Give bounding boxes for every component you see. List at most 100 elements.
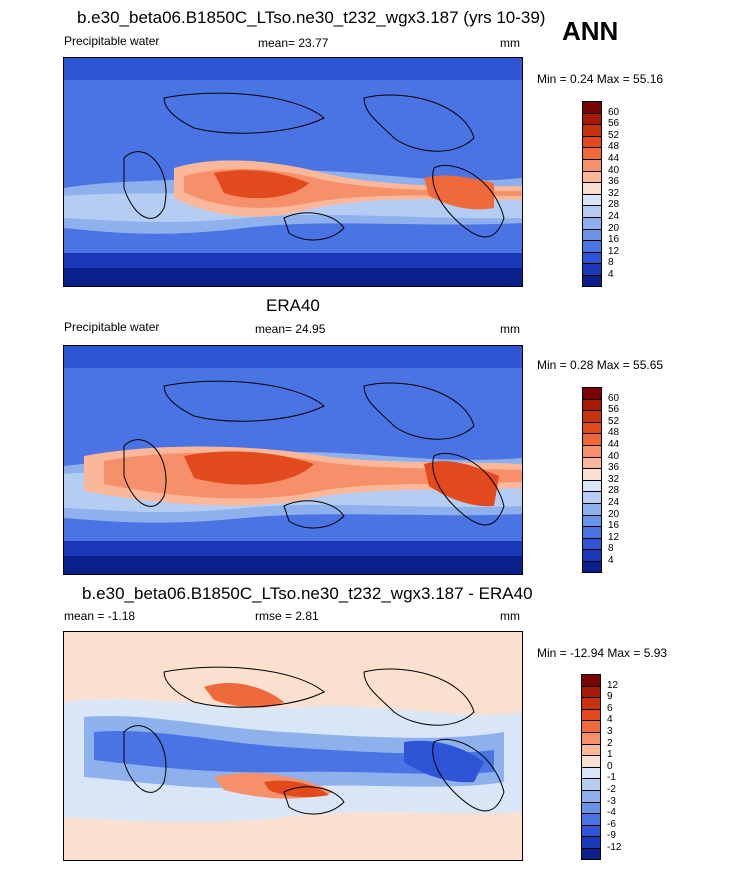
panel-2-units: mm [500, 322, 520, 336]
colorbar-tick-label: 4 [608, 555, 614, 566]
panel-1-title: b.e30_beta06.B1850C_LTso.ne30_t232_wgx3.… [77, 8, 546, 27]
colorbar-tick-label: 2 [607, 737, 613, 749]
colorbar-swatch [582, 433, 602, 445]
colorbar-tick-label: 8 [608, 257, 614, 269]
colorbar-tick-label: 12 [608, 531, 620, 543]
colorbar-swatch [582, 410, 602, 422]
colorbar-tick-label: 56 [608, 118, 620, 130]
colorbar-swatch [581, 813, 601, 825]
colorbar-tick-label: -6 [607, 818, 616, 830]
colorbar-tick-label: 44 [608, 439, 620, 450]
colorbar-swatch [582, 479, 602, 492]
panel-1-variable-label: Precipitable water [64, 34, 160, 48]
colorbar-tick-label: 52 [608, 129, 620, 141]
colorbar-swatch [581, 708, 601, 721]
panel-2-field [64, 346, 522, 574]
colorbar-swatch [582, 263, 602, 275]
colorbar-tick-label: -4 [607, 807, 616, 819]
colorbar-tick-label: 32 [608, 473, 620, 485]
colorbar-tick-label: 3 [607, 726, 613, 737]
colorbar-tick-label: 4 [608, 269, 614, 280]
colorbar-swatch [582, 182, 602, 194]
colorbar-swatch [582, 124, 602, 136]
colorbar-swatch [581, 801, 601, 814]
colorbar-swatch [582, 491, 602, 503]
colorbar-tick-label: -9 [607, 830, 616, 842]
colorbar-swatch [581, 732, 601, 744]
panel-3-colorbar: 12 9 6 4 3 2 1 0 -1 -2 -3 -4 -6 -9 -12 [581, 674, 641, 878]
colorbar-swatch [582, 159, 602, 171]
panel-3-map [63, 631, 523, 861]
colorbar-swatch [582, 240, 602, 252]
colorbar-tick-label: 28 [608, 485, 620, 497]
colorbar-tick-label: 24 [608, 497, 620, 508]
colorbar-tick-label: 28 [608, 199, 620, 211]
colorbar-tick-label: 60 [608, 106, 620, 118]
colorbar-swatch [582, 205, 602, 217]
colorbar-tick-label: 48 [608, 427, 620, 439]
colorbar-tick-label: 60 [608, 392, 620, 404]
colorbar-tick-label: 20 [608, 222, 620, 234]
colorbar-swatch [582, 456, 602, 469]
panel-1-colorbar: 60 56 52 48 44 40 36 32 28 24 20 16 12 8 4 [582, 101, 642, 305]
colorbar-tick-label: 12 [608, 245, 620, 257]
colorbar-tick-label: 40 [608, 164, 620, 176]
panel-1-mean-label: mean= 23.77 [258, 36, 329, 50]
colorbar-tick-label: -1 [607, 772, 616, 784]
colorbar-tick-label: -2 [607, 784, 616, 795]
colorbar-tick-label: 56 [608, 404, 620, 416]
colorbar-swatch [582, 170, 602, 183]
colorbar-swatch [582, 398, 602, 411]
colorbar-swatch [582, 251, 602, 264]
panel-3-minmax: Min = -12.94 Max = 5.93 [537, 646, 668, 660]
colorbar-swatch [582, 549, 602, 561]
colorbar-swatch [582, 112, 602, 125]
colorbar-swatch [582, 387, 602, 399]
colorbar-tick-label: 32 [608, 187, 620, 199]
panel-3-field [64, 632, 522, 860]
colorbar-tick-label: 48 [608, 141, 620, 153]
panel-3-title: b.e30_beta06.B1850C_LTso.ne30_t232_wgx3.… [82, 584, 533, 603]
colorbar-swatch [581, 824, 601, 837]
panel-2-minmax: Min = 0.28 Max = 55.65 [537, 358, 664, 372]
panel-2-map [63, 345, 523, 575]
colorbar-tick-label: 4 [607, 714, 613, 726]
colorbar-tick-label: 12 [607, 679, 619, 691]
colorbar-tick-label: 20 [608, 508, 620, 520]
colorbar-swatch [581, 674, 601, 686]
colorbar-tick-label: 36 [608, 176, 620, 188]
panel-1-units: mm [500, 36, 520, 50]
panel-3-rmse-label: rmse = 2.81 [255, 609, 319, 623]
panel-1-field [64, 58, 522, 286]
colorbar-swatch [582, 193, 602, 206]
colorbar-swatch [582, 135, 602, 148]
colorbar-swatch [582, 421, 602, 434]
colorbar-swatch [582, 217, 602, 229]
colorbar-swatch [581, 778, 601, 790]
colorbar-swatch [581, 836, 601, 848]
colorbar-swatch [582, 537, 602, 550]
panel-1-map [63, 57, 523, 287]
colorbar-swatch [581, 685, 601, 698]
colorbar-tick-label: 6 [607, 702, 613, 714]
colorbar-swatch [582, 275, 602, 287]
panel-2-colorbar: 60 56 52 48 44 40 36 32 28 24 20 16 12 8 4 [582, 387, 642, 591]
colorbar-swatch [581, 743, 601, 756]
colorbar-tick-label: 1 [607, 749, 613, 761]
colorbar-swatch [581, 848, 601, 860]
colorbar-tick-label: 36 [608, 462, 620, 474]
colorbar-swatch [581, 755, 601, 767]
colorbar-swatch [582, 526, 602, 538]
colorbar-tick-label: 44 [608, 153, 620, 164]
colorbar-tick-label: -3 [607, 795, 616, 807]
colorbar-swatch [582, 101, 602, 113]
colorbar-swatch [582, 561, 602, 573]
colorbar-tick-label: -12 [607, 842, 622, 853]
colorbar-swatch [581, 697, 601, 709]
colorbar-tick-label: 16 [608, 520, 620, 532]
panel-3-units: mm [500, 609, 520, 623]
panel-2-mean-label: mean= 24.95 [255, 322, 326, 336]
colorbar-tick-label: 40 [608, 450, 620, 462]
colorbar-swatch [582, 514, 602, 527]
season-label: ANN [562, 16, 619, 46]
